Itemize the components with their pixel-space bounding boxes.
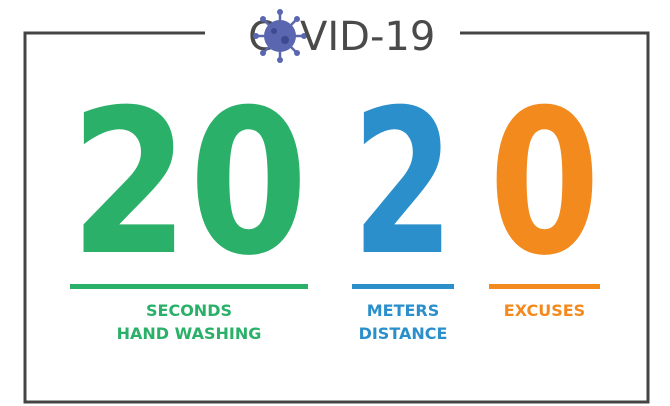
virus-icon	[253, 9, 307, 63]
caption: HAND WASHING	[117, 324, 262, 343]
underline	[489, 284, 600, 289]
caption: METERS	[367, 301, 440, 320]
big-number: 0	[489, 67, 600, 300]
title-gap	[205, 10, 460, 60]
big-number: 20	[70, 67, 308, 300]
underline	[70, 284, 308, 289]
underline	[352, 284, 454, 289]
caption: DISTANCE	[359, 324, 448, 343]
caption: SECONDS	[146, 301, 232, 320]
caption: EXCUSES	[504, 301, 585, 320]
big-number: 2	[352, 67, 454, 300]
title-end: VID-19	[300, 14, 435, 60]
